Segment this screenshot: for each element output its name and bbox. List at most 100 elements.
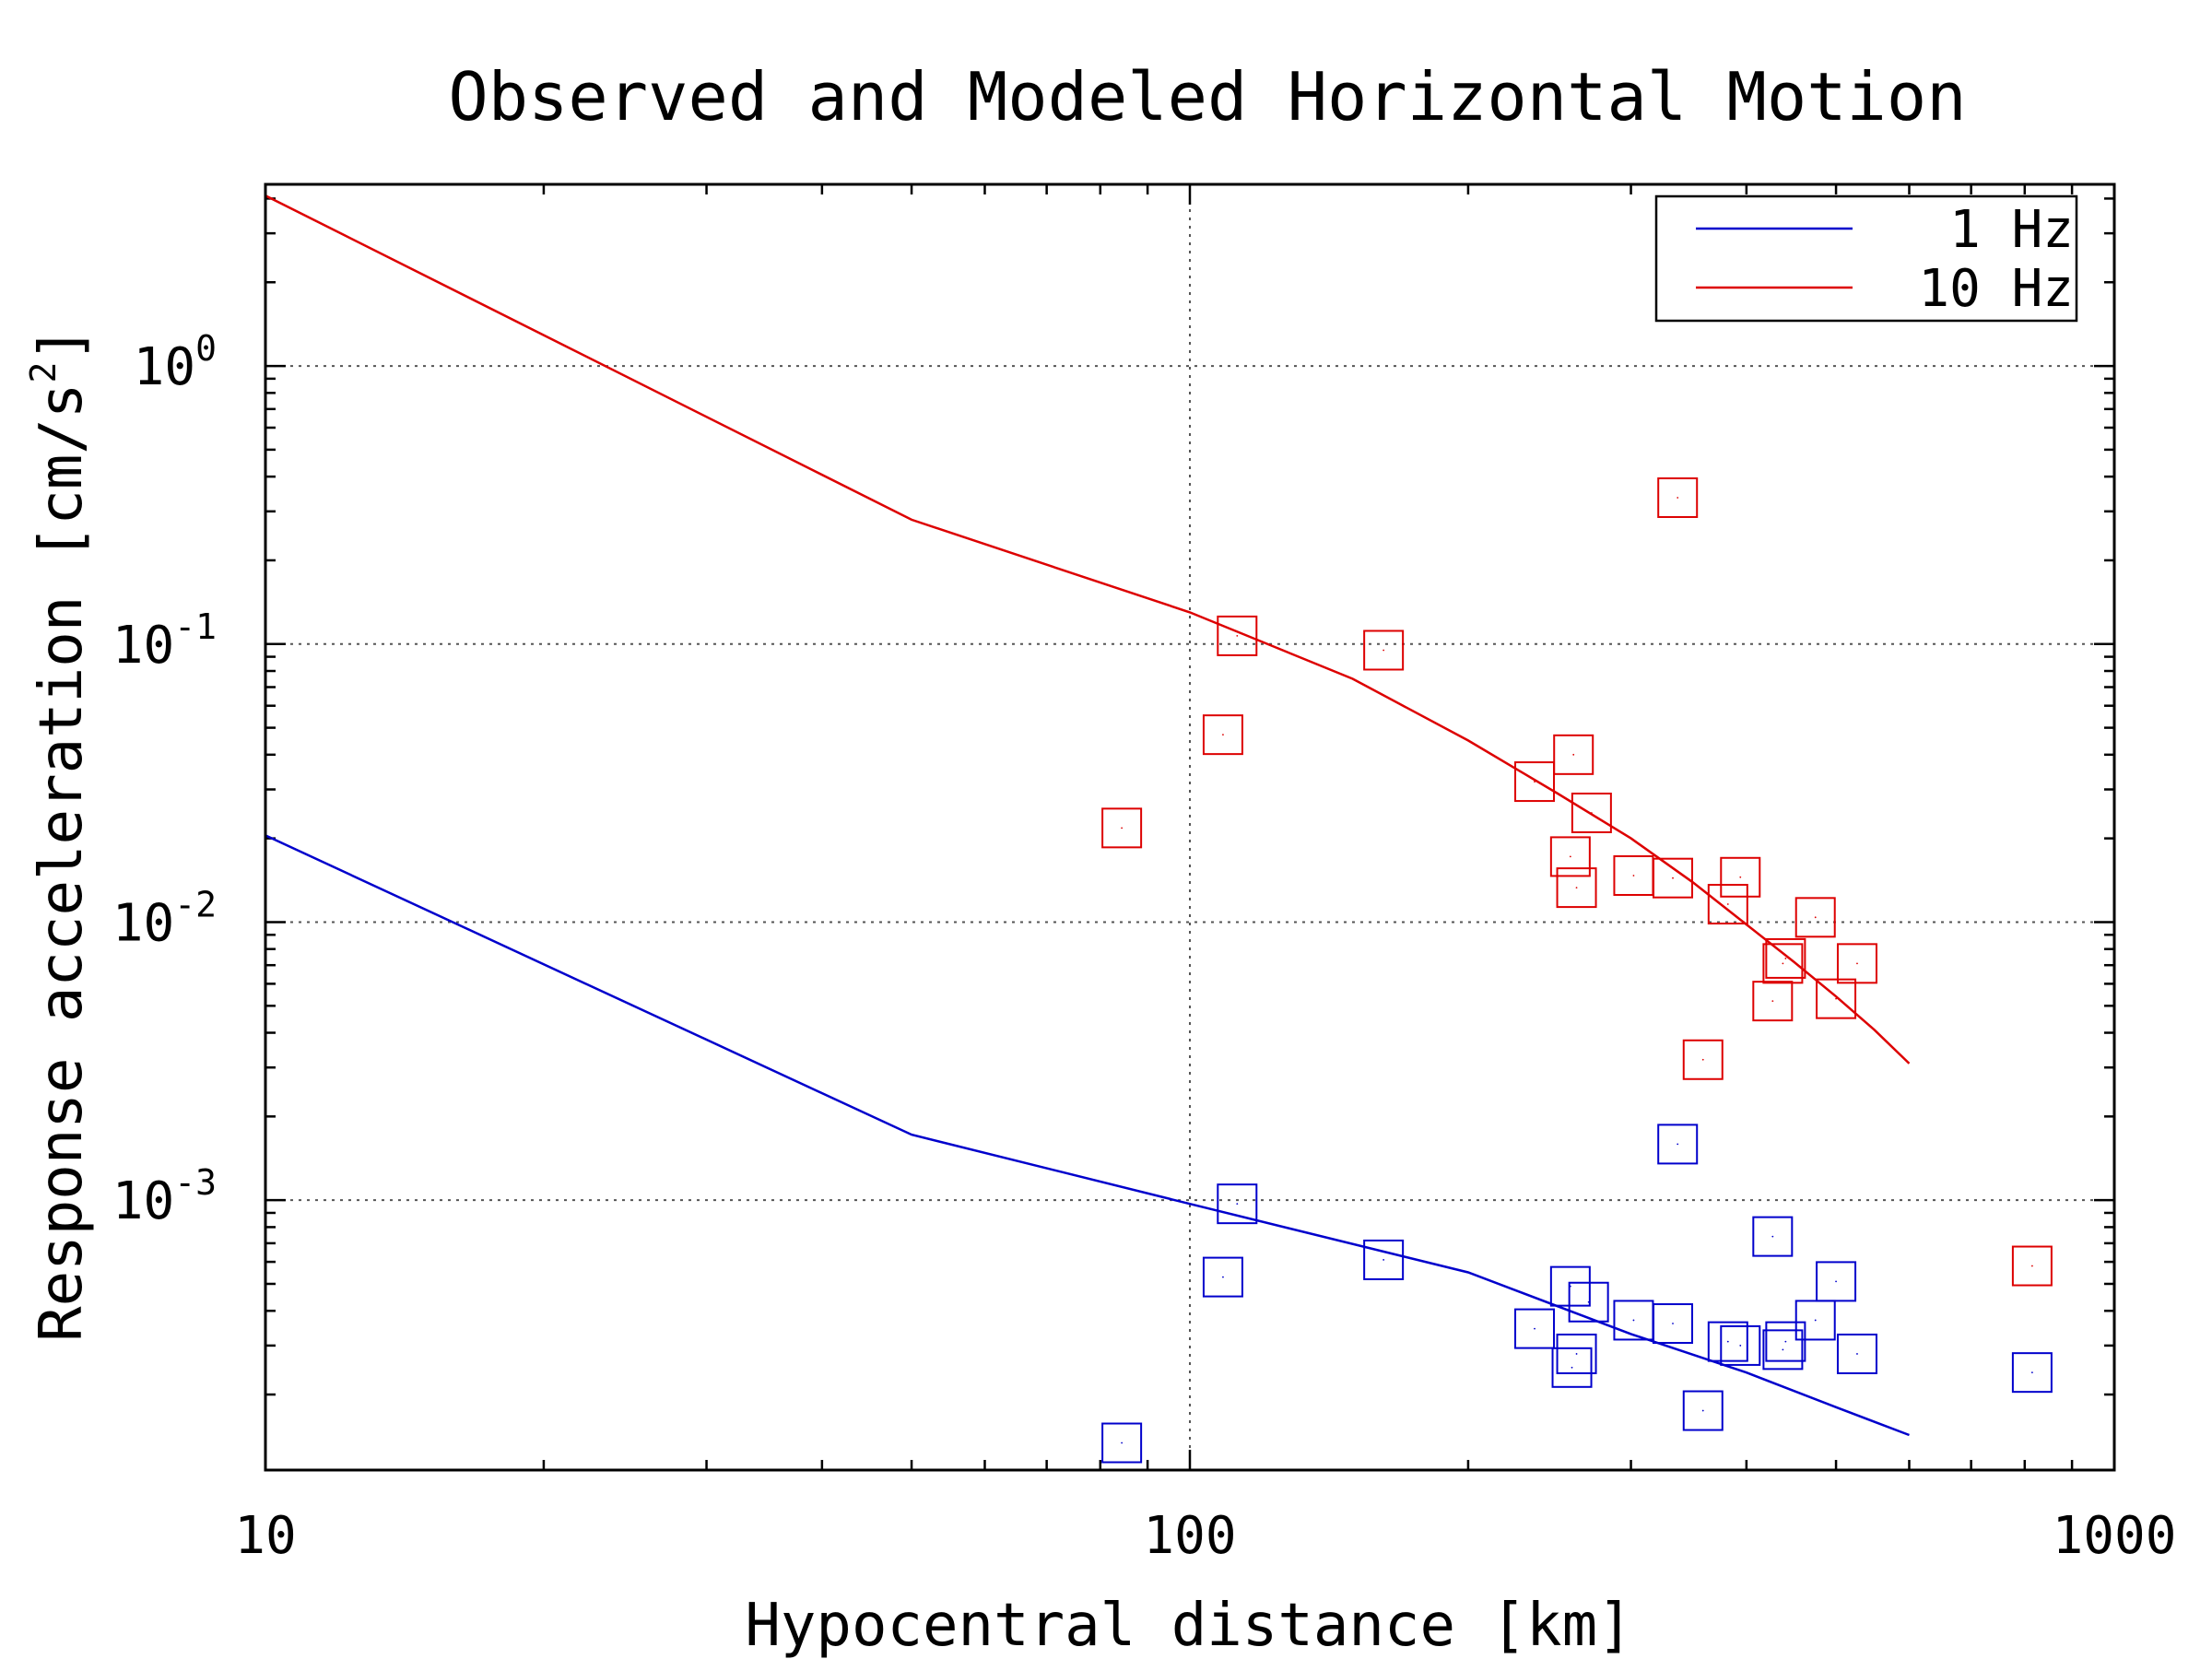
observed-point-center-10hz <box>1632 875 1635 877</box>
observed-point-10hz <box>1553 734 1594 775</box>
observed-point-center-1hz <box>1739 1345 1742 1347</box>
observed-point-center-10hz <box>1677 497 1679 499</box>
observed-point-1hz <box>1551 1347 1593 1388</box>
observed-point-center-1hz <box>1587 1300 1590 1303</box>
observed-point-center-10hz <box>1784 958 1787 959</box>
x-tick-labels: 10 100 1000 <box>234 1506 2176 1566</box>
y-axis-label: Response acceleration [cm/s2] <box>23 326 96 1342</box>
observed-point-center-10hz <box>1236 635 1239 637</box>
observed-point-center-1hz <box>1672 1323 1674 1324</box>
observed-point-10hz <box>1217 615 1258 656</box>
observed-point-center-10hz <box>1534 781 1535 782</box>
observed-point-center-1hz <box>1701 1409 1704 1412</box>
observed-point-10hz <box>1682 1039 1724 1080</box>
observed-point-1hz <box>1217 1183 1258 1225</box>
x-axis-label: Hypocentral distance [km] <box>745 1592 1632 1659</box>
observed-point-1hz <box>1568 1281 1609 1323</box>
observed-point-center-10hz <box>1701 1058 1704 1061</box>
x-tick-label: 10 <box>234 1506 296 1566</box>
y-axis-label-suffix: ] <box>28 326 96 362</box>
observed-point-center-1hz <box>1835 1280 1837 1283</box>
observed-point-1hz <box>1657 1124 1699 1165</box>
y-tick-label: 10-2 <box>112 884 217 953</box>
observed-point-1hz <box>1720 1324 1761 1366</box>
observed-point-1hz <box>1101 1422 1143 1464</box>
observed-point-1hz <box>1836 1333 1877 1374</box>
model-line-10hz <box>265 194 1911 1065</box>
observed-point-10hz <box>1202 714 1243 756</box>
observed-point-10hz <box>1765 937 1806 979</box>
observed-point-10hz <box>1514 761 1556 803</box>
observed-point-center-1hz <box>1782 1348 1784 1351</box>
observed-point-center-1hz <box>1121 1441 1124 1444</box>
observed-point-center-10hz <box>1672 877 1674 879</box>
x-tick-label: 100 <box>1143 1506 1236 1566</box>
observed-point-center-10hz <box>1382 649 1385 652</box>
observed-point-center-1hz <box>1222 1276 1224 1278</box>
chart-title: Observed and Modeled Horizontal Motion <box>448 58 1966 135</box>
observed-point-center-10hz <box>1835 997 1837 1000</box>
x-tick-label: 1000 <box>2053 1506 2177 1566</box>
observed-point-10hz <box>1657 477 1699 518</box>
observed-point-center-1hz <box>1677 1143 1679 1146</box>
observed-point-10hz <box>1794 897 1836 938</box>
observed-point-center-1hz <box>1382 1259 1385 1261</box>
plot-frame <box>264 182 2116 1472</box>
observed-point-center-10hz <box>1572 753 1575 756</box>
observed-point-10hz <box>1707 884 1748 925</box>
observed-point-center-10hz <box>1590 812 1593 814</box>
observed-point-center-10hz <box>1856 962 1858 965</box>
observed-point-center-10hz <box>2030 1265 2033 1267</box>
observed-point-center-1hz <box>1814 1319 1817 1322</box>
observed-point-center-1hz <box>1632 1319 1635 1322</box>
observed-point-1hz <box>1653 1303 1694 1345</box>
legend-label-10hz: 10 Hz <box>1918 259 2074 319</box>
y-tick-label: 100 <box>134 328 217 397</box>
observed-point-1hz <box>1202 1256 1243 1298</box>
observed-point-center-1hz <box>1236 1203 1239 1206</box>
y-tick-label: 10-3 <box>112 1162 217 1231</box>
observed-point-10hz <box>1816 978 1857 1019</box>
observed-point-center-1hz <box>1771 1235 1774 1238</box>
observed-point-center-10hz <box>1569 855 1571 858</box>
observed-point-1hz <box>2011 1352 2053 1394</box>
observed-point-center-10hz <box>1575 887 1578 889</box>
legend: 1 Hz 10 Hz <box>1654 194 2078 323</box>
observed-point-center-10hz <box>1222 734 1224 736</box>
y-axis-label-superscript: 2 <box>23 362 64 383</box>
observed-point-1hz <box>1707 1321 1748 1362</box>
observed-point-10hz <box>2011 1245 2053 1287</box>
observed-point-10hz <box>1762 943 1804 984</box>
legend-label-1hz: 1 Hz <box>1949 200 2074 260</box>
observed-point-1hz <box>1514 1308 1556 1349</box>
observed-point-center-10hz <box>1771 1000 1774 1003</box>
observed-point-center-1hz <box>1575 1353 1578 1355</box>
observed-point-1hz <box>1363 1239 1405 1280</box>
observed-point-1hz <box>1765 1321 1806 1362</box>
observed-point-10hz <box>1363 629 1405 671</box>
observed-point-center-1hz <box>1726 1340 1729 1343</box>
observed-point-center-1hz <box>1856 1353 1858 1355</box>
model-line-1hz <box>265 834 1910 1437</box>
observed-point-10hz <box>1752 981 1794 1022</box>
observed-point-center-10hz <box>1739 876 1742 878</box>
observed-point-center-10hz <box>1782 962 1784 965</box>
y-tick-labels: 100 10-1 10-2 10-3 <box>112 328 217 1231</box>
observed-point-center-10hz <box>1726 903 1729 905</box>
observed-point-center-1hz <box>2030 1371 2033 1374</box>
observed-point-10hz <box>1720 856 1761 898</box>
observed-point-1hz <box>1682 1390 1724 1431</box>
observed-point-1hz <box>1762 1329 1804 1371</box>
observed-point-10hz <box>1571 792 1612 833</box>
observed-point-center-10hz <box>1814 916 1817 919</box>
observed-point-center-1hz <box>1534 1327 1535 1330</box>
observed-points <box>1101 477 2053 1464</box>
observed-point-center-1hz <box>1571 1366 1573 1369</box>
legend-box <box>1654 194 2078 323</box>
observed-point-center-10hz <box>1121 827 1124 830</box>
observed-point-10hz <box>1101 807 1143 849</box>
observed-point-center-1hz <box>1784 1340 1787 1343</box>
observed-point-1hz <box>1816 1261 1857 1302</box>
observed-point-10hz <box>1653 857 1694 899</box>
